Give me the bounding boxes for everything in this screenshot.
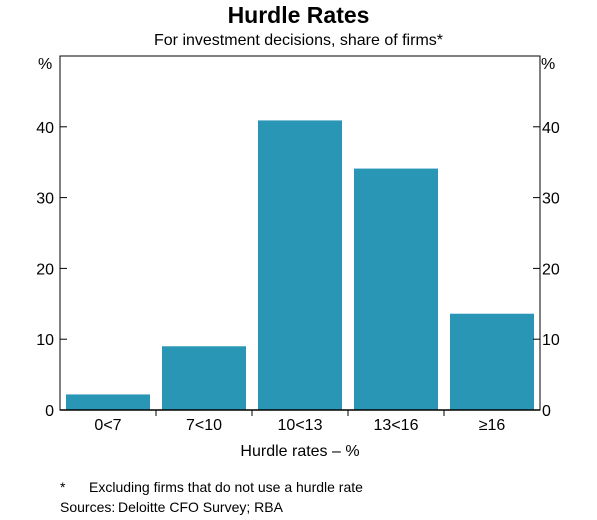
footnote-text: Excluding firms that do not use a hurdle… [89, 479, 363, 495]
bar-3 [354, 168, 438, 410]
y-tick-label-left: 10 [36, 332, 54, 349]
y-tick-label-right: 0 [542, 403, 551, 420]
x-tick-label: 0<7 [94, 417, 121, 434]
chart-subtitle: For investment decisions, share of firms… [154, 32, 443, 49]
bar-1 [162, 346, 246, 410]
y-tick-label-right: 10 [542, 332, 560, 349]
bar-4 [450, 313, 534, 410]
y-tick-label-left: 40 [36, 120, 54, 137]
footnote-marker: * [60, 479, 66, 495]
x-tick-label: 13<16 [374, 417, 419, 434]
sources-label: Sources: [60, 499, 116, 515]
x-axis-label: Hurdle rates – % [240, 443, 360, 460]
x-tick-label: ≥16 [479, 417, 506, 434]
chart-title: Hurdle Rates [227, 2, 370, 28]
bar-0 [66, 394, 150, 410]
y-axis-unit-left: % [38, 56, 53, 73]
y-tick-label-right: 20 [542, 261, 560, 278]
bar-2 [258, 120, 342, 410]
sources-note: Sources: Deloitte CFO Survey; RBA [60, 499, 283, 515]
footnote: * Excluding firms that do not use a hurdl… [60, 479, 363, 495]
sources-text: Deloitte CFO Survey; RBA [118, 499, 283, 515]
y-tick-label-left: 30 [36, 191, 54, 208]
x-tick-label: 7<10 [186, 417, 222, 434]
x-tick-label: 10<13 [278, 417, 323, 434]
y-tick-label-left: 0 [45, 403, 54, 420]
y-tick-label-right: 30 [542, 191, 560, 208]
y-axis-unit-right: % [541, 56, 556, 73]
y-tick-label-left: 20 [36, 261, 54, 278]
y-tick-label-right: 40 [542, 120, 560, 137]
